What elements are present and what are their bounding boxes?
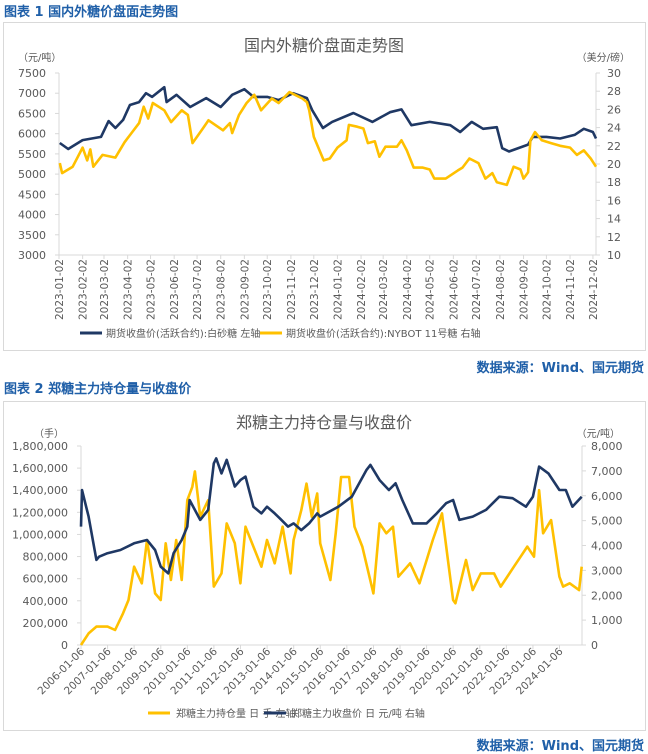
x-tick-label: 2023-05-02 (146, 259, 158, 320)
left-tick-label: 5500 (18, 148, 46, 161)
left-tick-label: 6500 (18, 107, 46, 120)
left-tick-label: 1,600,000 (12, 462, 68, 475)
figure-2-source: 数据来源：Wind、国元期货 (476, 739, 644, 754)
x-tick-label: 2023-04-02 (123, 259, 135, 320)
x-tick-label: 2023-07-02 (192, 259, 204, 320)
right-tick-label: 18 (607, 176, 621, 189)
x-tick-label: 2023-10-02 (262, 259, 274, 320)
left-tick-label: 600,000 (23, 573, 69, 586)
left-tick-label: 200,000 (23, 617, 69, 630)
chart-1-right-unit: （美分/磅） (577, 51, 630, 64)
x-tick-label: 2024-09-02 (519, 259, 531, 320)
x-tick-label: 2024-01-02 (332, 259, 344, 320)
figure-1-source: 数据来源：Wind、国元期货 (476, 361, 644, 376)
x-tick-label: 2023-03-02 (99, 259, 111, 320)
right-tick-label: 6,000 (591, 490, 623, 503)
figure-1-caption: 图表 1 国内外糖价盘面走势图 (4, 5, 179, 20)
left-tick-label: 0 (61, 639, 68, 652)
figure-2-caption: 图表 2 郑糖主力持仓量与收盘价 (4, 382, 192, 397)
chart-2-title: 郑糖主力持仓量与收盘价 (236, 413, 412, 432)
right-tick-label: 24 (607, 122, 621, 135)
right-tick-label: 26 (607, 103, 621, 116)
x-tick-label: 2024-11-02 (565, 259, 577, 320)
right-tick-label: 0 (591, 639, 598, 652)
legend-label: 郑糖主力收盘价 日 元/吨 右轴 (292, 707, 425, 720)
chart-2-left-unit: （手） (34, 427, 64, 440)
left-tick-label: 7000 (18, 87, 46, 100)
right-tick-label: 4,000 (591, 540, 623, 553)
right-tick-label: 1,000 (591, 614, 623, 627)
right-tick-label: 10 (607, 249, 621, 262)
x-tick-label: 2024-05-02 (425, 259, 437, 320)
x-tick-label: 2024-12-02 (588, 259, 600, 320)
left-tick-label: 4000 (18, 209, 46, 222)
chart-2-frame (3, 401, 646, 731)
right-tick-label: 3,000 (591, 564, 623, 577)
x-tick-label: 2023-08-02 (216, 259, 228, 320)
left-tick-label: 1,000,000 (12, 528, 68, 541)
series-line-right (58, 90, 598, 187)
x-tick-label: 2024-06-02 (448, 259, 460, 320)
left-tick-label: 7500 (18, 67, 46, 80)
left-tick-label: 3000 (18, 249, 46, 262)
series-line-right (79, 457, 583, 575)
right-tick-label: 8,000 (591, 440, 623, 453)
right-tick-label: 22 (607, 140, 621, 153)
x-tick-label: 2023-06-02 (169, 259, 181, 320)
right-tick-label: 2,000 (591, 589, 623, 602)
left-tick-label: 400,000 (23, 595, 69, 608)
x-tick-label: 2023-02-02 (78, 259, 90, 320)
x-tick-label: 2024-03-02 (378, 259, 390, 320)
x-tick-label: 2024-04-02 (402, 259, 414, 320)
right-tick-label: 14 (607, 213, 621, 226)
right-tick-label: 12 (607, 231, 621, 244)
legend-label: 期货收盘价(活跃合约):白砂糖 左轴 (106, 327, 260, 340)
left-tick-label: 800,000 (23, 551, 69, 564)
chart-1-left-unit: （元/吨） (18, 51, 61, 64)
chart-2-right-unit: （元/吨） (577, 427, 620, 440)
left-tick-label: 5000 (18, 168, 46, 181)
right-tick-label: 28 (607, 85, 621, 98)
left-tick-label: 1,400,000 (12, 484, 68, 497)
x-tick-label: 2023-11-02 (286, 259, 298, 320)
x-tick-label: 2024-08-02 (495, 259, 507, 320)
legend-label: 期货收盘价(活跃合约):NYBOT 11号糖 右轴 (286, 327, 481, 340)
x-tick-label: 2023-12-02 (309, 259, 321, 320)
x-tick-label: 2023-01-02 (54, 259, 66, 320)
left-tick-label: 3500 (18, 229, 46, 242)
x-tick-label: 2024-07-02 (471, 259, 483, 320)
x-tick-label: 2024-02-02 (356, 259, 368, 320)
chart-1-frame (3, 22, 646, 351)
right-tick-label: 7,000 (591, 465, 623, 478)
series-line-left (59, 85, 598, 153)
legend-label: 郑糖主力持仓量 日 手 左轴 (176, 707, 296, 720)
x-tick-label: 2023-09-02 (239, 259, 251, 320)
left-tick-label: 1,800,000 (12, 440, 68, 453)
right-tick-label: 16 (607, 194, 621, 207)
right-tick-label: 5,000 (591, 515, 623, 528)
x-tick-label: 2024-10-02 (541, 259, 553, 320)
chart-1-title: 国内外糖价盘面走势图 (244, 36, 404, 55)
right-tick-label: 30 (607, 67, 621, 80)
right-tick-label: 20 (607, 158, 621, 171)
series-line-left (79, 470, 583, 646)
left-tick-label: 4500 (18, 188, 46, 201)
left-tick-label: 6000 (18, 128, 46, 141)
left-tick-label: 1,200,000 (12, 506, 68, 519)
